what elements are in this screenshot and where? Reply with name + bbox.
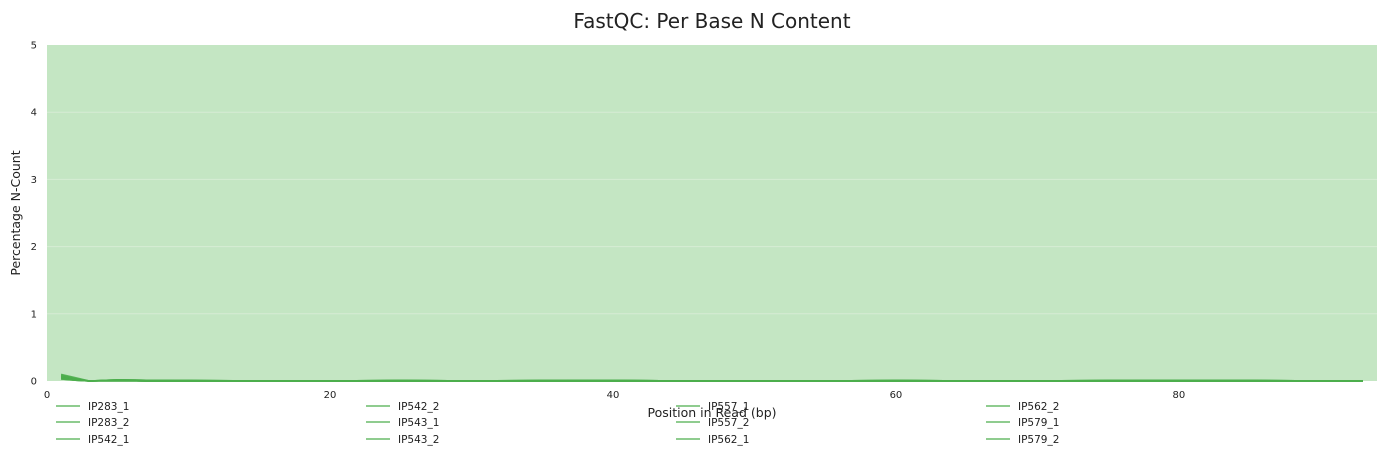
grid-lines [47, 111, 1377, 315]
legend-item: IP562_1 [676, 434, 749, 446]
legend-item: IP557_2 [676, 417, 749, 429]
legend-item: IP579_2 [986, 434, 1059, 446]
legend-item: IP543_2 [366, 434, 439, 446]
legend-item: IP543_1 [366, 417, 439, 429]
legend-label: IP579_2 [1018, 434, 1059, 446]
plot-background [47, 45, 1377, 381]
x-axis-label: Position in Read (bp) [647, 405, 776, 420]
x-tick-label: 20 [324, 390, 337, 401]
legend-label: IP557_2 [708, 417, 749, 429]
legend-label: IP579_1 [1018, 417, 1059, 429]
y-tick-label: 3 [31, 175, 37, 186]
legend-item: IP542_1 [56, 434, 129, 446]
x-tick-label: 80 [1173, 390, 1186, 401]
legend-label: IP283_1 [88, 401, 129, 413]
legend-label: IP283_2 [88, 417, 129, 429]
y-tick-label: 4 [31, 108, 37, 119]
legend-label: IP562_2 [1018, 401, 1059, 413]
y-tick-label: 0 [31, 377, 37, 388]
legend-label: IP562_1 [708, 434, 749, 446]
y-axis-ticks: 0 1 2 3 4 5 [31, 41, 37, 388]
background-band-0 [47, 45, 1377, 381]
legend-item: IP283_2 [56, 417, 129, 429]
legend-item: IP562_2 [986, 401, 1059, 413]
x-tick-label: 0 [44, 390, 50, 401]
chart-title: FastQC: Per Base N Content [573, 9, 850, 33]
legend-item: IP557_1 [676, 401, 749, 413]
legend-item: IP283_1 [56, 401, 129, 413]
series-lines [60, 373, 1363, 382]
series-line-IP579_2 [61, 378, 1363, 382]
legend: IP283_1 IP283_2 IP542_1 IP542_2 IP543_1 IP543… [56, 401, 1059, 446]
legend-label: IP542_2 [398, 401, 439, 413]
legend-item: IP542_2 [366, 401, 439, 413]
y-tick-label: 5 [31, 41, 37, 52]
x-axis-ticks: 0 20 40 60 80 [44, 390, 1185, 401]
legend-label: IP543_1 [398, 417, 439, 429]
legend-label: IP542_1 [88, 434, 129, 446]
y-axis-label: Percentage N-Count [8, 150, 23, 275]
y-tick-label: 2 [31, 242, 37, 253]
x-tick-label: 60 [890, 390, 903, 401]
y-tick-label: 1 [31, 309, 37, 320]
x-tick-label: 40 [607, 390, 620, 401]
legend-label: IP543_2 [398, 434, 439, 446]
legend-item: IP579_1 [986, 417, 1059, 429]
legend-label: IP557_1 [708, 401, 749, 413]
